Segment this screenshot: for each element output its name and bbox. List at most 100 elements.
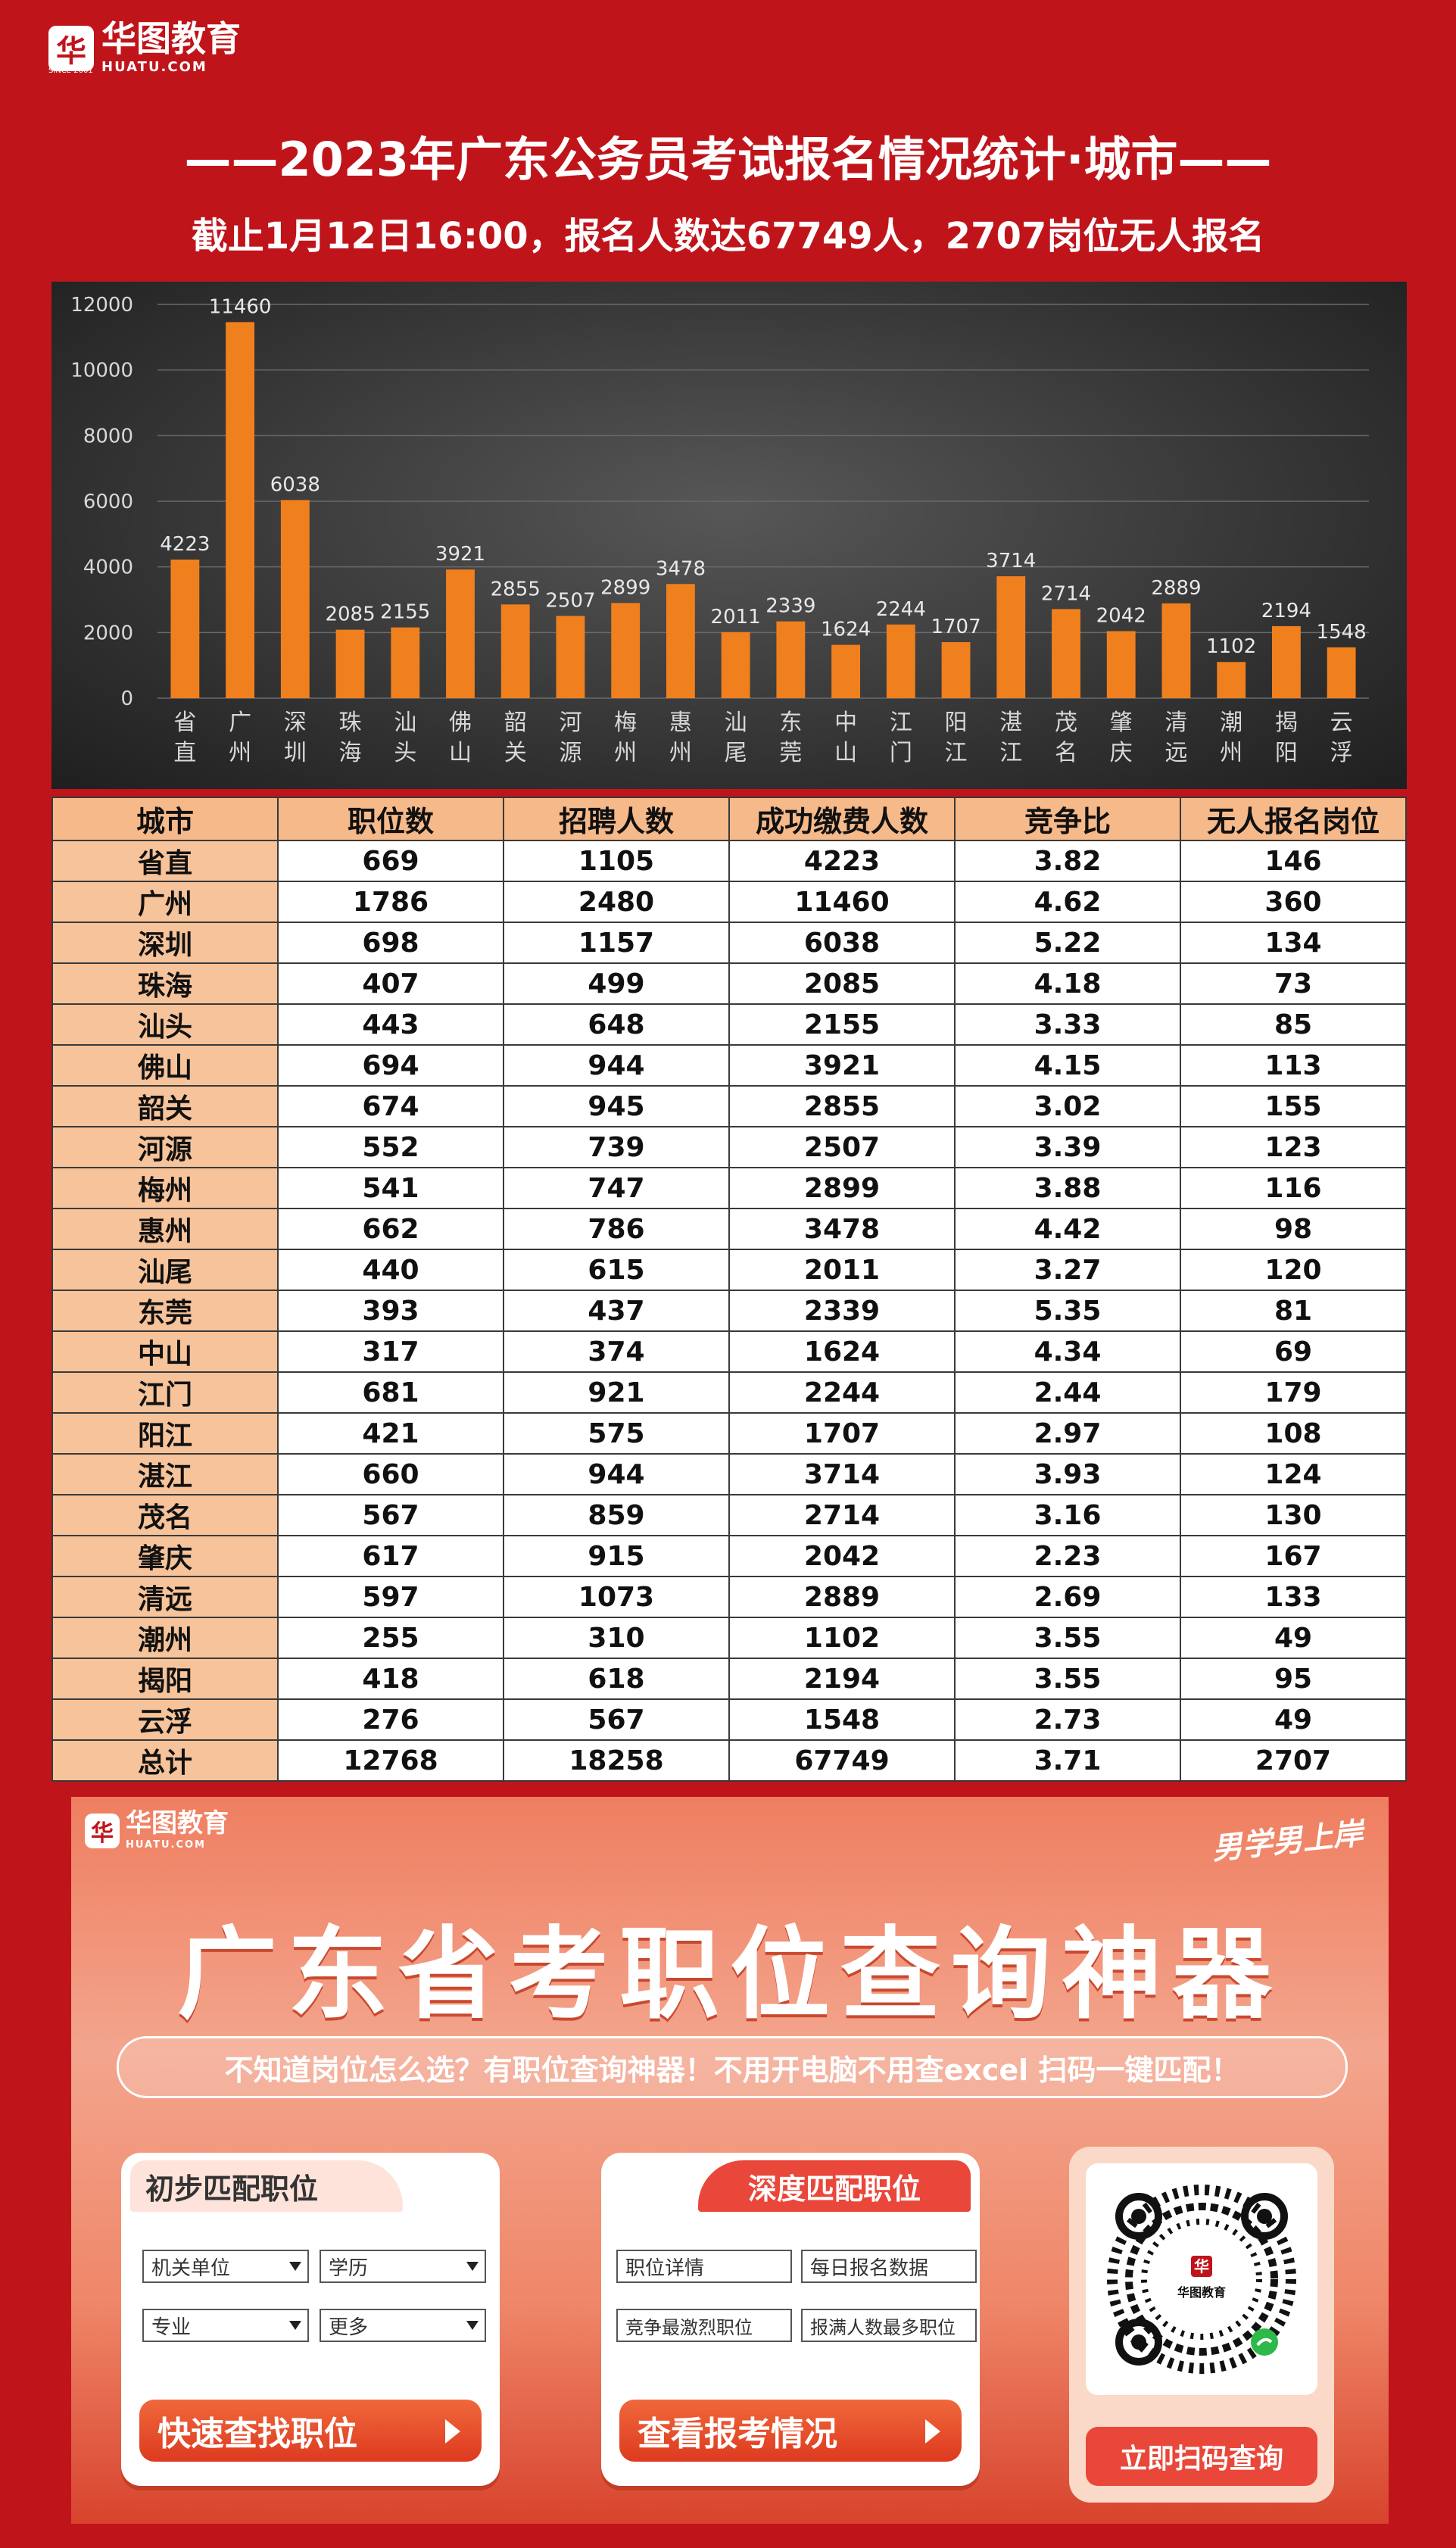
value-cell: 134 [1180, 922, 1407, 964]
table-row: 汕头 443 648 2155 3.33 85 [51, 1003, 1407, 1046]
bar [226, 322, 254, 698]
value-cell: 49 [1180, 1698, 1407, 1741]
city-cell: 广州 [51, 881, 279, 923]
x-tick-label: 河源 [559, 710, 581, 766]
value-cell: 597 [277, 1576, 504, 1618]
promo-title: 广东省考职位查询神器 [177, 1916, 1283, 2033]
value-cell: 4.62 [954, 881, 1181, 923]
bar [556, 616, 585, 698]
value-cell: 2155 [728, 1003, 956, 1046]
x-tick-label: 韶关 [504, 710, 527, 766]
svg-text:华: 华 [1194, 2257, 1209, 2275]
qr-code[interactable]: 华 华图教育 [1086, 2163, 1317, 2395]
value-cell: 437 [503, 1290, 730, 1332]
data-label: 3714 [986, 550, 1036, 572]
value-cell: 2855 [728, 1085, 956, 1127]
value-cell: 698 [277, 922, 504, 964]
city-cell: 东莞 [51, 1290, 279, 1332]
value-cell: 3.71 [954, 1739, 1181, 1782]
scan-query-button[interactable]: 立即扫码查询 [1086, 2427, 1317, 2486]
data-label: 2889 [1151, 577, 1201, 600]
bar-chart: 0 2000 4000 6000 8000 10000 12000 4223 省直 11460 广州… [51, 282, 1407, 789]
value-cell: 393 [277, 1290, 504, 1332]
value-cell: 69 [1180, 1330, 1407, 1373]
huatu-logo: 华 华图教育 HUATU.COM [48, 21, 241, 75]
x-tick-label: 江门 [890, 710, 912, 766]
value-cell: 108 [1180, 1412, 1407, 1455]
value-cell: 2.97 [954, 1412, 1181, 1455]
data-label: 2714 [1041, 582, 1091, 605]
job-detail-link[interactable]: 职位详情 [616, 2250, 792, 2283]
logo-since: SINCE 2001 [48, 67, 93, 75]
value-cell: 2.69 [954, 1576, 1181, 1618]
data-label: 1624 [821, 619, 871, 641]
column-header: 成功缴费人数 [728, 797, 956, 841]
value-cell: 859 [503, 1494, 730, 1536]
column-header: 无人报名岗位 [1180, 797, 1407, 841]
view-status-button[interactable]: 查看报考情况 [619, 2400, 962, 2462]
page-subtitle: 截止1月12日16:00，报名人数达67749人，2707岗位无人报名 [191, 215, 1265, 257]
bar [941, 642, 971, 698]
competitive-jobs-link[interactable]: 竞争最激烈职位 [616, 2309, 792, 2342]
bar [611, 603, 641, 698]
value-cell: 120 [1180, 1249, 1407, 1291]
x-tick-label: 茂名 [1055, 710, 1077, 766]
table-row: 深圳 698 1157 6038 5.22 134 [51, 922, 1407, 964]
column-header: 职位数 [277, 797, 504, 841]
daily-data-link[interactable]: 每日报名数据 [801, 2250, 977, 2283]
quick-find-button[interactable]: 快速查找职位 [139, 2400, 482, 2462]
value-cell: 2194 [728, 1658, 956, 1700]
bar [500, 604, 530, 698]
value-cell: 1102 [728, 1617, 956, 1659]
x-tick-label: 佛山 [449, 710, 472, 766]
value-cell: 2.73 [954, 1698, 1181, 1741]
chevron-down-icon [466, 2321, 479, 2330]
more-select[interactable]: 更多 [320, 2309, 486, 2342]
bar [666, 584, 695, 698]
x-tick-label: 清远 [1164, 710, 1187, 766]
data-label: 4223 [160, 533, 210, 556]
value-cell: 2339 [728, 1290, 956, 1332]
value-cell: 648 [503, 1003, 730, 1046]
competitive-jobs-label: 竞争最激烈职位 [625, 2316, 753, 2338]
qr-card[interactable]: 华 华图教育 立即扫码查询 [1069, 2147, 1334, 2503]
bar [776, 621, 806, 698]
education-select[interactable]: 学历 [320, 2250, 486, 2283]
value-cell: 421 [277, 1412, 504, 1455]
column-header: 招聘人数 [503, 797, 730, 841]
major-select[interactable]: 专业 [142, 2309, 309, 2342]
popular-jobs-link[interactable]: 报满人数最多职位 [801, 2309, 977, 2342]
table-row: 湛江 660 944 3714 3.93 124 [51, 1453, 1407, 1495]
table-row: 阳江 421 575 1707 2.97 108 [51, 1412, 1407, 1455]
value-cell: 2507 [728, 1126, 956, 1168]
basic-match-card[interactable]: 初步匹配职位 机关单位 学历 专业 更多 快速查找职位 [121, 2153, 500, 2486]
deep-match-card[interactable]: 深度匹配职位 职位详情 每日报名数据 竞争最激烈职位 报满人数最多职位 查看报考… [601, 2153, 980, 2486]
job-detail-label: 职位详情 [625, 2256, 705, 2280]
data-label: 3478 [656, 557, 706, 580]
city-cell: 深圳 [51, 922, 279, 964]
value-cell: 3.16 [954, 1494, 1181, 1536]
table-row: 东莞 393 437 2339 5.35 81 [51, 1290, 1407, 1332]
bar [1217, 662, 1246, 698]
org-select[interactable]: 机关单位 [142, 2250, 309, 2283]
data-label: 1707 [931, 616, 981, 638]
city-cell: 阳江 [51, 1412, 279, 1455]
promo-tagline: 不知道岗位怎么选？有职位查询神器！不用开电脑不用查excel 扫码一键匹配！ [117, 2036, 1348, 2098]
value-cell: 2.23 [954, 1535, 1181, 1577]
value-cell: 2085 [728, 962, 956, 1005]
city-cell: 珠海 [51, 962, 279, 1005]
promo-banner[interactable]: 华 华图教育 HUATU.COM 男学男上岸 广东省考职位查询神器 不知道岗位怎… [71, 1797, 1389, 2524]
view-status-label: 查看报考情况 [638, 2415, 837, 2453]
city-cell: 云浮 [51, 1698, 279, 1741]
x-tick-label: 湛江 [999, 710, 1022, 766]
x-tick-label: 深圳 [284, 710, 307, 766]
value-cell: 2042 [728, 1535, 956, 1577]
y-tick-label: 4000 [83, 557, 133, 579]
value-cell: 617 [277, 1535, 504, 1577]
value-cell: 499 [503, 962, 730, 1005]
value-cell: 681 [277, 1371, 504, 1414]
table-row: 江门 681 921 2244 2.44 179 [51, 1371, 1407, 1414]
value-cell: 3.55 [954, 1617, 1181, 1659]
value-cell: 1707 [728, 1412, 956, 1455]
value-cell: 2480 [503, 881, 730, 923]
